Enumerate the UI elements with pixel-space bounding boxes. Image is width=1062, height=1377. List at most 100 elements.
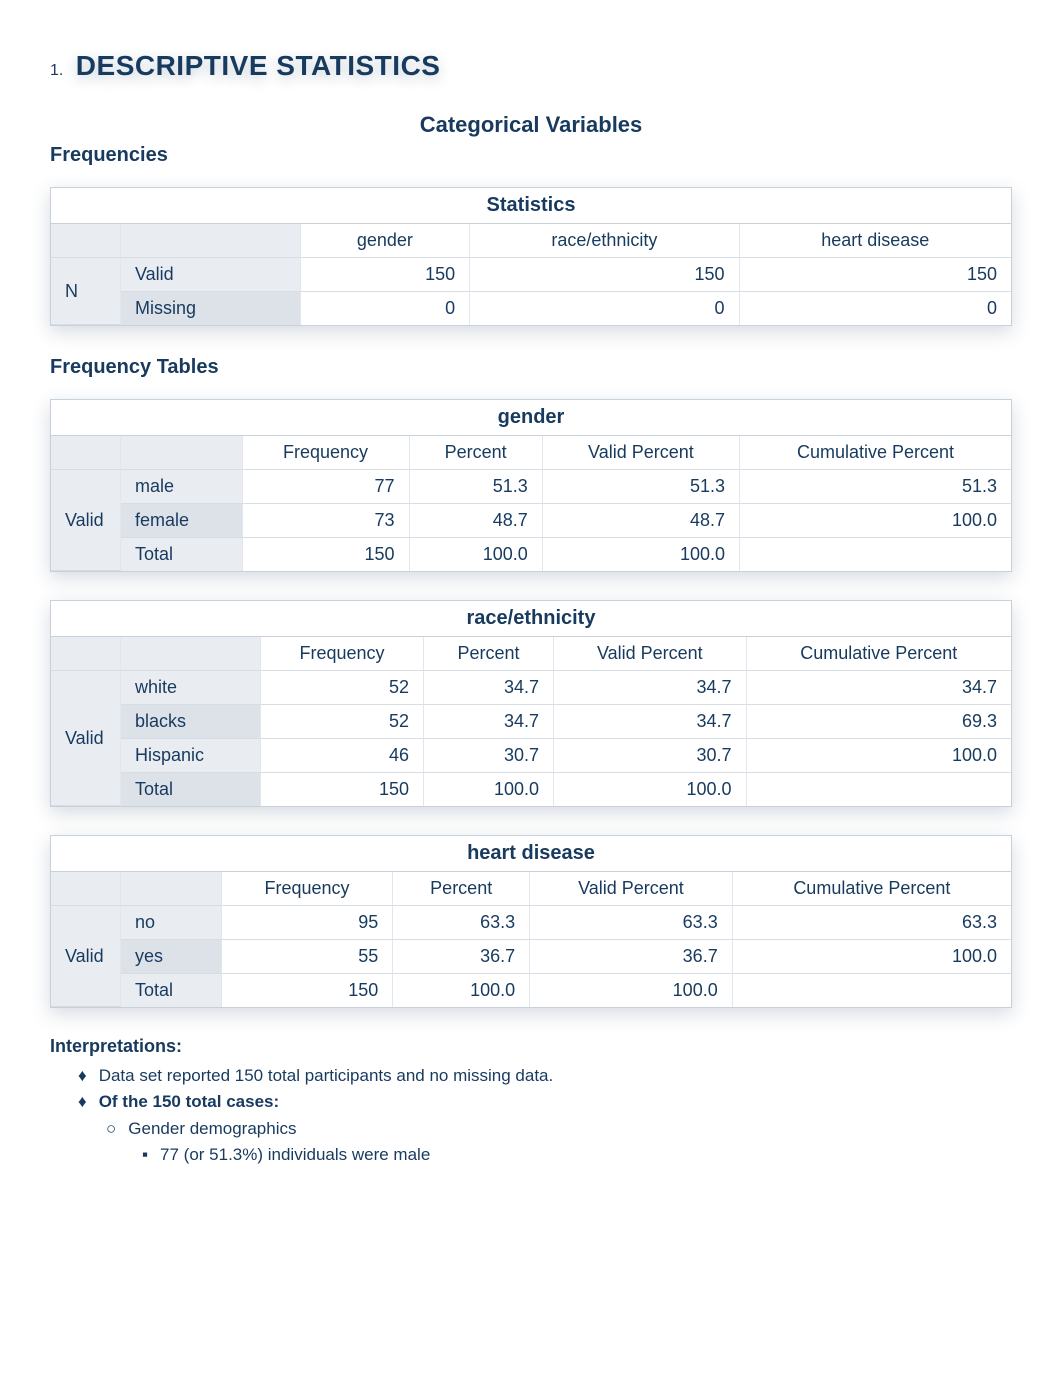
cell-value: 100.0 [747, 739, 1011, 773]
interpretations-title: Interpretations: [50, 1036, 1012, 1057]
frequency-table: genderFrequencyPercentValid PercentCumul… [50, 399, 1012, 572]
cell-value: 48.7 [543, 504, 740, 538]
statistics-header-row: gender race/ethnicity heart disease [51, 224, 1011, 258]
list-item: 77 (or 51.3%) individuals were male [142, 1142, 1012, 1168]
cell-value: 34.7 [554, 705, 746, 739]
interpretations-list: Data set reported 150 total participants… [50, 1063, 1012, 1168]
table-row: Total150100.0100.0 [51, 773, 1011, 806]
cell-value: 63.3 [530, 906, 733, 940]
column-header: Frequency [222, 872, 393, 906]
table-row: Validno9563.363.363.3 [51, 906, 1011, 940]
cell-value: 30.7 [424, 739, 554, 773]
table-row: yes5536.736.7100.0 [51, 940, 1011, 974]
cell-value: 73 [243, 504, 410, 538]
cell-value: 100.0 [393, 974, 530, 1007]
page-header: 1. DESCRIPTIVE STATISTICS [50, 50, 1012, 82]
group-label: Valid [51, 470, 121, 571]
cell-value: 100.0 [733, 940, 1011, 974]
frequencies-heading: Frequencies [50, 144, 1012, 167]
column-header: Valid Percent [543, 436, 740, 470]
cell-value: 150 [261, 773, 424, 806]
cell-value: 34.7 [554, 671, 746, 705]
cell-value [740, 538, 1011, 571]
column-header: Frequency [261, 637, 424, 671]
frequency-table: race/ethnicityFrequencyPercentValid Perc… [50, 600, 1012, 807]
table-row: Total150100.0100.0 [51, 974, 1011, 1007]
cell-value: 52 [261, 705, 424, 739]
cell-value: 52 [261, 671, 424, 705]
row-label: white [121, 671, 261, 705]
list-item: Data set reported 150 total participants… [78, 1063, 1012, 1089]
frequency-header-row: FrequencyPercentValid PercentCumulative … [51, 637, 1011, 671]
cell-value: 100.0 [543, 538, 740, 571]
stats-col-race: race/ethnicity [470, 224, 739, 258]
statistics-table-title: Statistics [51, 188, 1011, 224]
cell-value: 51.3 [410, 470, 543, 504]
section-number: 1. [50, 62, 63, 80]
table-row: Validwhite5234.734.734.7 [51, 671, 1011, 705]
table-row: female7348.748.7100.0 [51, 504, 1011, 538]
cell-value: 100.0 [740, 504, 1011, 538]
cell-value: 51.3 [543, 470, 740, 504]
cell-value: 95 [222, 906, 393, 940]
list-item: Of the 150 total cases:Gender demographi… [78, 1089, 1012, 1168]
row-label: female [121, 504, 243, 538]
cell-value: 150 [243, 538, 410, 571]
row-label: Total [121, 538, 243, 571]
frequency-header-row: FrequencyPercentValid PercentCumulative … [51, 436, 1011, 470]
row-label: male [121, 470, 243, 504]
cell-value: 150 [222, 974, 393, 1007]
frequency-header-row: FrequencyPercentValid PercentCumulative … [51, 872, 1011, 906]
cell-value [747, 773, 1011, 806]
frequency-table-title: heart disease [51, 836, 1011, 872]
stats-col-gender: gender [301, 224, 471, 258]
column-header: Percent [393, 872, 530, 906]
cell-value: 34.7 [424, 705, 554, 739]
cell-value: 55 [222, 940, 393, 974]
cell-value: 51.3 [740, 470, 1011, 504]
row-label: Hispanic [121, 739, 261, 773]
table-row: N Valid 150 150 150 [51, 258, 1011, 292]
column-header: Percent [410, 436, 543, 470]
page-title: DESCRIPTIVE STATISTICS [76, 50, 441, 82]
column-header: Valid Percent [530, 872, 733, 906]
cell-value: 100.0 [410, 538, 543, 571]
stats-col-heart: heart disease [740, 224, 1011, 258]
table-row: Missing 0 0 0 [51, 292, 1011, 325]
cell-value: 34.7 [747, 671, 1011, 705]
table-row: Validmale7751.351.351.3 [51, 470, 1011, 504]
list-item: Gender demographics77 (or 51.3%) individ… [106, 1116, 1012, 1169]
cell-value: 63.3 [733, 906, 1011, 940]
categorical-variables-subtitle: Categorical Variables [50, 112, 1012, 138]
table-row: Total150100.0100.0 [51, 538, 1011, 571]
cell-value: 100.0 [424, 773, 554, 806]
cell-value: 46 [261, 739, 424, 773]
table-row: Hispanic4630.730.7100.0 [51, 739, 1011, 773]
cell-value: 100.0 [530, 974, 733, 1007]
column-header: Cumulative Percent [740, 436, 1011, 470]
column-header: Frequency [243, 436, 410, 470]
row-label: blacks [121, 705, 261, 739]
column-header: Cumulative Percent [747, 637, 1011, 671]
cell-value: 69.3 [747, 705, 1011, 739]
table-row: blacks5234.734.769.3 [51, 705, 1011, 739]
column-header: Cumulative Percent [733, 872, 1011, 906]
cell-value: 36.7 [393, 940, 530, 974]
frequency-table: heart diseaseFrequencyPercentValid Perce… [50, 835, 1012, 1008]
group-label: Valid [51, 671, 121, 806]
row-label: Total [121, 773, 261, 806]
statistics-table: Statistics gender race/ethnicity heart d… [50, 187, 1012, 326]
cell-value: 77 [243, 470, 410, 504]
row-label: Total [121, 974, 222, 1007]
cell-value: 30.7 [554, 739, 746, 773]
cell-value: 48.7 [410, 504, 543, 538]
cell-value: 36.7 [530, 940, 733, 974]
frequency-table-title: race/ethnicity [51, 601, 1011, 637]
row-label: no [121, 906, 222, 940]
row-label: yes [121, 940, 222, 974]
cell-value: 34.7 [424, 671, 554, 705]
cell-value [733, 974, 1011, 1007]
cell-value: 100.0 [554, 773, 746, 806]
cell-value: 63.3 [393, 906, 530, 940]
frequency-tables-container: genderFrequencyPercentValid PercentCumul… [50, 399, 1012, 1008]
